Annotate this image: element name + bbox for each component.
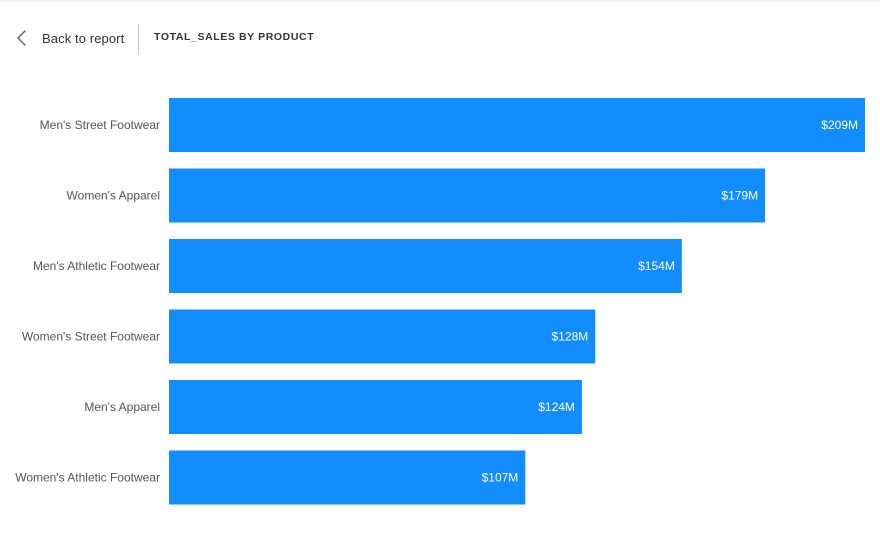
header-divider (138, 24, 139, 55)
back-to-report-label: Back to report (42, 30, 125, 46)
bar[interactable] (169, 239, 682, 293)
bar[interactable] (169, 98, 865, 152)
bar-group[interactable]: Men's Street Footwear $209M (40, 98, 865, 152)
bar-group[interactable]: Women's Apparel $179M (67, 168, 766, 223)
bar-group[interactable]: Men's Apparel $124M (84, 380, 582, 434)
category-label: Men's Athletic Footwear (33, 259, 160, 273)
bar[interactable] (169, 168, 766, 223)
bar[interactable] (169, 380, 582, 434)
bar-group[interactable]: Women's Street Footwear $128M (22, 309, 596, 364)
category-label: Men's Street Footwear (40, 118, 160, 132)
data-label: $209M (821, 118, 858, 132)
data-label: $179M (721, 189, 758, 203)
bar-group[interactable]: Men's Athletic Footwear $154M (33, 239, 682, 293)
back-to-report-button[interactable]: Back to report (12, 24, 124, 52)
bar[interactable] (169, 450, 526, 505)
visual-title: TOTAL_SALES BY PRODUCT (154, 31, 315, 43)
top-border (0, 0, 880, 2)
category-label: Men's Apparel (84, 400, 160, 414)
data-label: $128M (552, 330, 589, 344)
data-label: $154M (638, 259, 675, 273)
data-label: $124M (538, 400, 575, 414)
bar-group[interactable]: Women's Athletic Footwear $107M (15, 450, 526, 505)
chevron-left-icon (12, 28, 32, 48)
category-label: Women's Apparel (67, 189, 160, 203)
bar[interactable] (169, 309, 596, 364)
category-label: Women's Athletic Footwear (15, 471, 160, 485)
focus-header: Back to report TOTAL_SALES BY PRODUCT (0, 24, 880, 55)
category-label: Women's Street Footwear (22, 330, 160, 344)
data-label: $107M (482, 471, 519, 485)
